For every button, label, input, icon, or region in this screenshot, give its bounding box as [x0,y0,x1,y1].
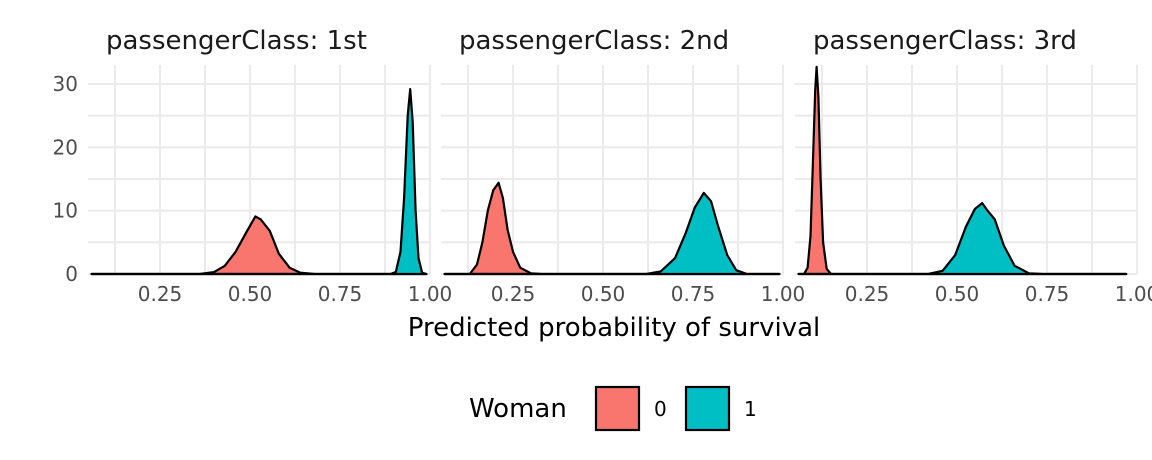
y-tick-label: 0 [65,262,78,286]
x-axis-title: Predicted probability of survival [408,313,821,343]
legend-key-1 [684,385,731,432]
facet-strip-label: passengerClass: 3rd [813,26,1077,56]
density-area-woman-1 [90,88,428,276]
y-tick-label: 10 [53,199,78,223]
y-axis: 0 10 20 30 [53,72,78,286]
x-tick-label: 0.50 [228,282,273,306]
y-tick-label: 20 [53,135,78,159]
legend-label-0: 0 [654,397,667,421]
facet-strip-label: passengerClass: 2nd [459,26,729,56]
x-tick-label: 0.25 [491,282,536,306]
x-tick-label: 0.50 [581,282,626,306]
y-tick-label: 30 [53,72,78,96]
x-tick-label: 0.75 [318,282,363,306]
x-tick-label: 0.50 [935,282,980,306]
x-tick-label: 0.25 [845,282,890,306]
legend-key-0 [594,385,641,432]
facet-strip-label: passengerClass: 1st [106,26,367,56]
legend-label-1: 1 [744,397,757,421]
x-tick-label: 1.00 [408,282,453,306]
density-area-woman-1 [797,202,1128,276]
x-tick-label: 1.00 [761,282,806,306]
legend: Woman 0 1 [469,385,757,432]
x-tick-label: 0.75 [1025,282,1070,306]
x-tick-label: 0.75 [671,282,716,306]
x-tick-label: 1.00 [1115,282,1152,306]
facet-panel: 0.25 0.50 0.75 1.00 passengerClass: 3rd [795,26,1152,306]
legend-title: Woman [469,394,567,424]
density-area-woman-1 [443,191,781,276]
facet-panel: 0.25 0.50 0.75 1.00 passengerClass: 1st [88,26,452,306]
density-area-woman-0 [90,215,428,276]
x-tick-label: 0.25 [138,282,183,306]
facet-panel: 0.25 0.50 0.75 1.00 passengerClass: 2nd [441,26,805,306]
